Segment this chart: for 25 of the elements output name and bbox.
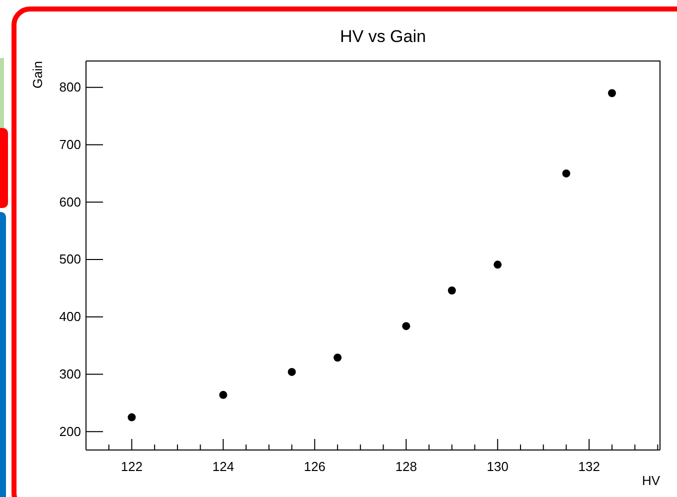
point	[608, 89, 616, 98]
x-tick-label: 128	[395, 459, 418, 474]
y-tick-label: 400	[59, 309, 81, 324]
point	[334, 354, 342, 362]
point	[562, 169, 570, 178]
point	[448, 286, 456, 294]
y-tick-label: 500	[59, 252, 81, 267]
y-tick-label: 300	[59, 366, 81, 382]
y-tick-label: 600	[59, 194, 81, 210]
point	[219, 390, 228, 399]
chart-title: HV vs Gain	[340, 27, 426, 46]
x-tick-label: 130	[486, 459, 508, 474]
y-tick-label: 200	[59, 424, 81, 439]
point	[402, 322, 410, 330]
x-tick-label: 126	[304, 459, 326, 474]
x-axis-title: HV	[642, 473, 660, 488]
point	[494, 260, 502, 269]
x-tick-label: 122	[120, 459, 143, 474]
y-axis-title: Gain	[30, 61, 45, 88]
x-tick-label: 132	[578, 459, 600, 474]
y-tick-label: 700	[59, 136, 81, 152]
point	[288, 368, 296, 376]
x-tick-label: 124	[212, 459, 234, 474]
point	[128, 413, 136, 422]
y-tick-label: 800	[59, 80, 81, 95]
